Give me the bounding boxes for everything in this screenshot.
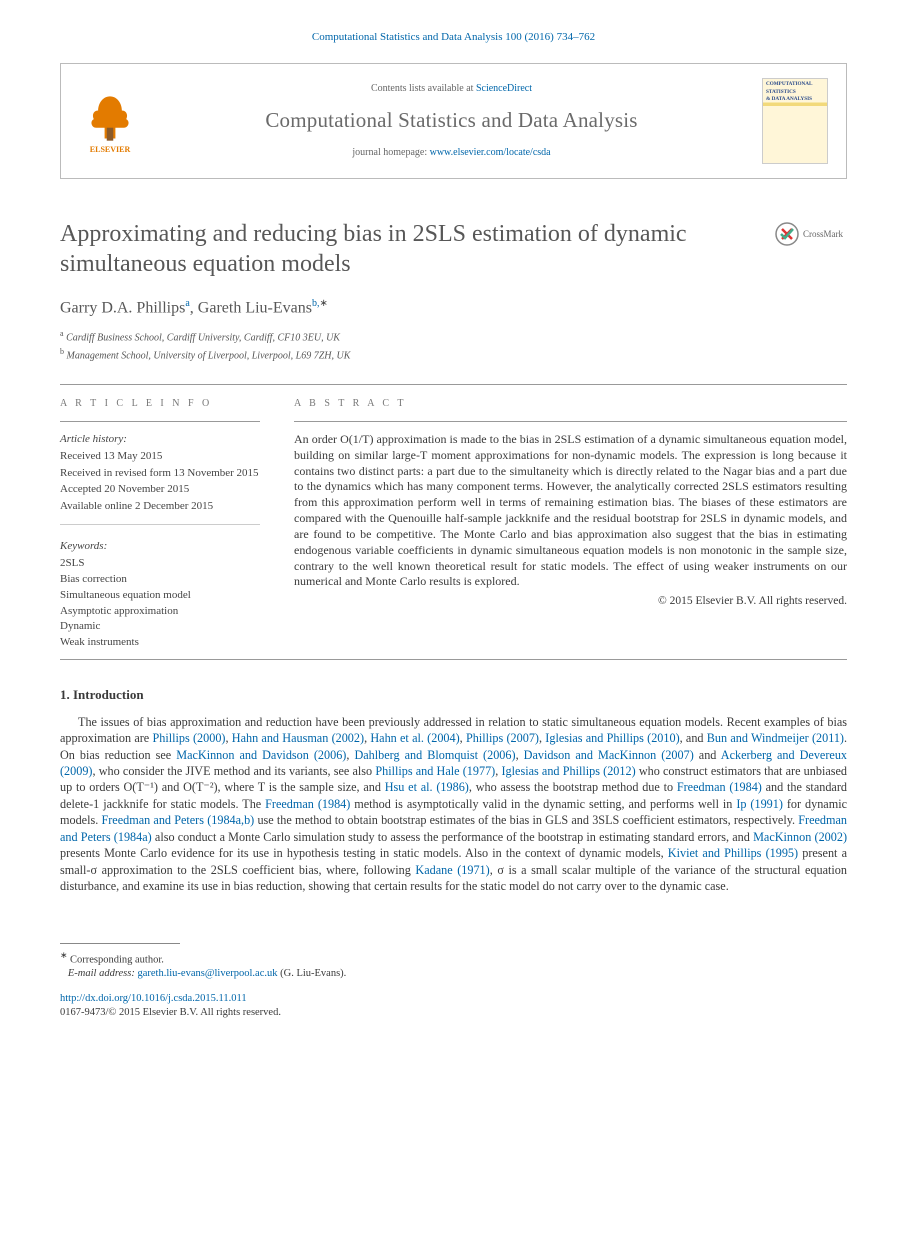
citation-link[interactable]: Phillips and Hale (1977): [375, 764, 495, 778]
keyword: Asymptotic approximation: [60, 604, 260, 619]
article-info-label: A R T I C L E I N F O: [60, 397, 260, 411]
crossmark-badge[interactable]: CrossMark: [775, 219, 847, 249]
history-accepted: Accepted 20 November 2015: [60, 482, 260, 497]
crossmark-icon: [775, 222, 799, 246]
corresponding-email-link[interactable]: gareth.liu-evans@liverpool.ac.uk: [137, 968, 277, 979]
footnote-rule: [60, 943, 180, 944]
info-divider: [60, 524, 260, 525]
corresponding-asterisk: ∗: [319, 298, 327, 309]
citation-link[interactable]: Freedman and Peters (1984a,b): [101, 813, 254, 827]
citation-link[interactable]: Bun and Windmeijer (2011): [707, 731, 844, 745]
rule-below-abstract: [60, 659, 847, 660]
citation-link[interactable]: Phillips (2007): [466, 731, 539, 745]
keyword: Weak instruments: [60, 635, 260, 650]
article-info-column: A R T I C L E I N F O Article history: R…: [60, 397, 260, 651]
contents-available-line: Contents lists available at ScienceDirec…: [157, 82, 746, 96]
corresponding-footnote: ∗ Corresponding author. E-mail address: …: [60, 950, 847, 982]
history-received: Received 13 May 2015: [60, 449, 260, 464]
citation-link[interactable]: Hahn and Hausman (2002): [232, 731, 364, 745]
citation-link[interactable]: Ip (1991): [736, 797, 783, 811]
abstract-text: An order O(1/T) approximation is made to…: [294, 432, 847, 590]
history-revised: Received in revised form 13 November 201…: [60, 466, 260, 481]
citation-link[interactable]: Phillips (2000): [152, 731, 225, 745]
citation-link[interactable]: Dahlberg and Blomquist (2006): [354, 748, 515, 762]
citation-link[interactable]: MacKinnon and Davidson (2006): [176, 748, 346, 762]
citation-link[interactable]: Kadane (1971): [415, 863, 489, 877]
article-title: Approximating and reducing bias in 2SLS …: [60, 219, 755, 279]
citation-link[interactable]: Freedman (1984): [677, 780, 762, 794]
homepage-prefix: journal homepage:: [352, 147, 429, 158]
intro-text: presents Monte Carlo evidence for its us…: [60, 846, 668, 860]
author-1-name: Garry D.A. Phillips: [60, 299, 185, 316]
citation-link[interactable]: Kiviet and Phillips (1995): [668, 846, 798, 860]
history-online: Available online 2 December 2015: [60, 499, 260, 514]
author-2-name: Gareth Liu-Evans: [198, 299, 312, 316]
abstract-rule: [294, 421, 847, 422]
citation-link[interactable]: Iglesias and Phillips (2012): [502, 764, 636, 778]
sciencedirect-link[interactable]: ScienceDirect: [476, 83, 532, 94]
elsevier-tree-icon: [83, 91, 137, 145]
header-center: Contents lists available at ScienceDirec…: [157, 82, 746, 159]
intro-text: , and: [680, 731, 707, 745]
intro-text: and: [694, 748, 721, 762]
crossmark-label: CrossMark: [803, 228, 843, 240]
abstract-copyright: © 2015 Elsevier B.V. All rights reserved…: [294, 594, 847, 610]
footnote-email-suffix: (G. Liu-Evans).: [280, 968, 346, 979]
authors: Garry D.A. Phillipsa, Gareth Liu-Evansb,…: [60, 297, 847, 319]
elsevier-logo: ELSEVIER: [79, 86, 141, 156]
citation-link[interactable]: Davidson and MacKinnon (2007): [524, 748, 694, 762]
issn-copyright-line: 0167-9473/© 2015 Elsevier B.V. All right…: [60, 1006, 847, 1020]
affil-a-text: Cardiff Business School, Cardiff Univers…: [66, 332, 340, 343]
intro-text: , who consider the JIVE method and its v…: [93, 764, 376, 778]
doi-link[interactable]: http://dx.doi.org/10.1016/j.csda.2015.11…: [60, 993, 247, 1004]
cover-line-1: COMPUTATIONAL: [766, 82, 824, 88]
affil-b-text: Management School, University of Liverpo…: [67, 350, 351, 361]
section-1-heading: 1. Introduction: [60, 686, 847, 704]
cover-line-3: & DATA ANALYSIS: [766, 97, 824, 103]
affiliation-a: a Cardiff Business School, Cardiff Unive…: [60, 329, 847, 345]
rule-above-info: [60, 384, 847, 385]
keyword: Dynamic: [60, 619, 260, 634]
citation-link[interactable]: MacKinnon (2002): [753, 830, 847, 844]
journal-cover-thumbnail: COMPUTATIONAL STATISTICS & DATA ANALYSIS: [762, 78, 828, 164]
elsevier-label: ELSEVIER: [90, 145, 130, 156]
citation-link[interactable]: Hsu et al. (1986): [385, 780, 469, 794]
intro-text: method is asymptotically valid in the dy…: [350, 797, 736, 811]
introduction-paragraph: The issues of bias approximation and red…: [60, 714, 847, 895]
intro-text: , who assess the bootstrap method due to: [469, 780, 677, 794]
intro-text: also conduct a Monte Carlo simulation st…: [152, 830, 753, 844]
abstract-label: A B S T R A C T: [294, 397, 847, 411]
abstract-column: A B S T R A C T An order O(1/T) approxim…: [294, 397, 847, 651]
intro-text: ,: [516, 748, 524, 762]
journal-homepage-line: journal homepage: www.elsevier.com/locat…: [157, 146, 746, 160]
cover-line-2: STATISTICS: [766, 90, 824, 96]
keyword: Simultaneous equation model: [60, 588, 260, 603]
journal-header-box: ELSEVIER Contents lists available at Sci…: [60, 63, 847, 179]
citation-link[interactable]: Hahn et al. (2004): [370, 731, 459, 745]
affiliation-b: b Management School, University of Liver…: [60, 347, 847, 363]
journal-homepage-link[interactable]: www.elsevier.com/locate/csda: [430, 147, 551, 158]
journal-name: Computational Statistics and Data Analys…: [157, 106, 746, 134]
contents-prefix: Contents lists available at: [371, 83, 476, 94]
intro-text: use the method to obtain bootstrap estim…: [254, 813, 798, 827]
keywords-heading: Keywords:: [60, 539, 260, 554]
keyword: Bias correction: [60, 572, 260, 587]
footnote-asterisk: ∗: [60, 950, 67, 960]
citation-link[interactable]: Freedman (1984): [265, 797, 350, 811]
affil-b-sup: b: [60, 347, 64, 356]
journal-reference: Computational Statistics and Data Analys…: [60, 30, 847, 45]
info-rule: [60, 421, 260, 422]
footnote-corresponding: Corresponding author.: [70, 954, 164, 965]
doi-line: http://dx.doi.org/10.1016/j.csda.2015.11…: [60, 992, 847, 1006]
affil-a-sup: a: [60, 329, 64, 338]
footnote-email-label: E-mail address:: [68, 968, 135, 979]
keyword: 2SLS: [60, 556, 260, 571]
author-separator: ,: [190, 299, 198, 316]
history-heading: Article history:: [60, 432, 260, 447]
citation-link[interactable]: Iglesias and Phillips (2010): [545, 731, 679, 745]
keywords-block: Keywords: 2SLS Bias correction Simultane…: [60, 539, 260, 650]
